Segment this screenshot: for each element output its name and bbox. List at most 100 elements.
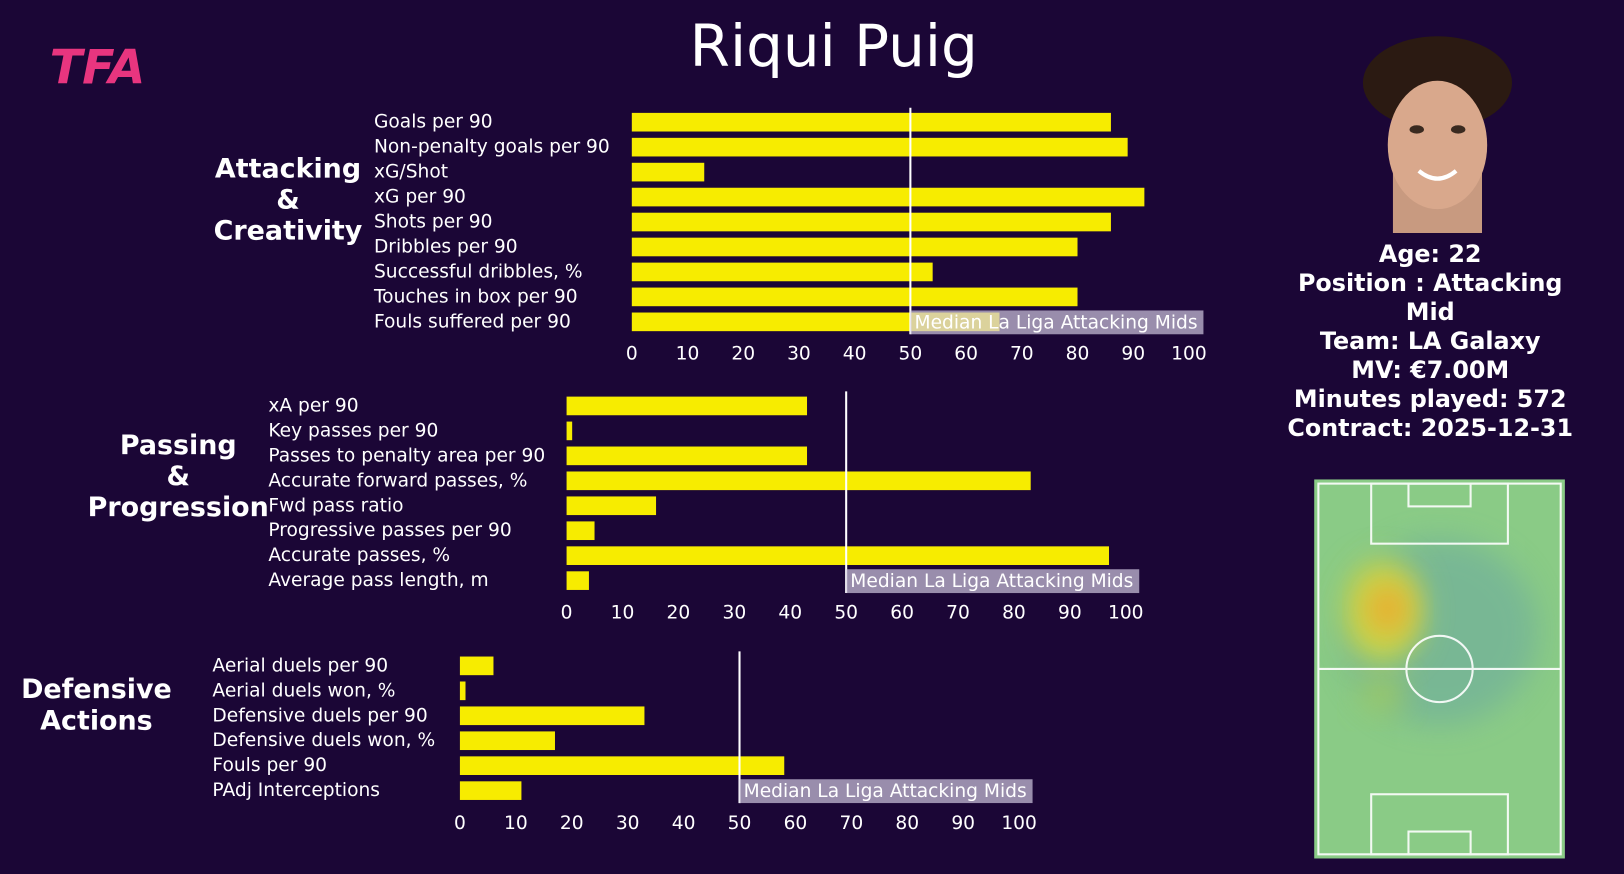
x-tick-label: 30: [787, 344, 811, 365]
median-label-box: [910, 310, 1204, 335]
bar: [631, 212, 1111, 232]
bar: [631, 312, 1000, 332]
bar: [566, 571, 589, 590]
category-label: Goals per 90: [374, 112, 493, 133]
x-tick-label: 100: [1171, 344, 1207, 365]
group-label: Actions: [40, 705, 153, 736]
x-tick-label: 0: [626, 344, 638, 365]
category-label: Successful dribbles, %: [374, 261, 583, 282]
category-label: Touches in box per 90: [373, 286, 578, 307]
category-label: Average pass length, m: [268, 570, 488, 591]
category-label: PAdj Interceptions: [212, 780, 380, 801]
category-label: xA per 90: [268, 395, 358, 416]
info-line: Position : Attacking Mid: [1297, 270, 1563, 327]
category-label: Defensive duels won, %: [212, 730, 435, 751]
bar: [566, 446, 808, 466]
x-tick-label: 70: [1010, 344, 1034, 365]
heatmap: [1314, 479, 1565, 859]
group-label: Progression: [88, 492, 269, 523]
bar: [631, 187, 1145, 207]
info-line: Contract: 2025-12-31: [1287, 415, 1574, 443]
median-label-box: [739, 779, 1033, 804]
x-tick-label: 40: [778, 603, 802, 624]
category-label: Passes to penalty area per 90: [268, 445, 545, 466]
category-label: Aerial duels per 90: [212, 655, 388, 676]
bar: [631, 137, 1128, 157]
bar: [631, 112, 1111, 132]
x-tick-label: 100: [1001, 813, 1037, 834]
category-label: Fouls suffered per 90: [374, 311, 571, 332]
x-tick-label: 90: [1058, 603, 1082, 624]
median-label: Median La Liga Attacking Mids: [915, 312, 1198, 333]
info-line: MV: €7.00M: [1351, 357, 1510, 385]
title: Riqui Puig: [690, 12, 978, 80]
category-label: Accurate passes, %: [268, 545, 450, 566]
x-tick-label: 40: [843, 344, 867, 365]
x-tick-label: 0: [454, 813, 466, 834]
bar: [459, 731, 555, 751]
bar: [459, 706, 645, 726]
category-label: Key passes per 90: [268, 420, 438, 441]
category-label: Non-penalty goals per 90: [374, 137, 610, 158]
x-tick-label: 50: [899, 344, 923, 365]
category-label: Dribbles per 90: [374, 236, 518, 257]
category-label: xG per 90: [374, 187, 466, 208]
x-tick-label: 20: [731, 344, 755, 365]
x-tick-label: 30: [722, 603, 746, 624]
x-tick-label: 20: [560, 813, 584, 834]
x-tick-label: 10: [676, 344, 700, 365]
x-tick-label: 90: [1121, 344, 1145, 365]
category-label: Fwd pass ratio: [268, 495, 403, 516]
info-line: Team: LA Galaxy: [1319, 328, 1541, 356]
bar: [566, 421, 573, 441]
x-tick-label: 60: [784, 813, 808, 834]
logo: TFA: [50, 40, 146, 95]
x-tick-label: 60: [954, 344, 978, 365]
x-tick-label: 40: [672, 813, 696, 834]
player-photo: [1362, 36, 1513, 233]
x-tick-label: 70: [946, 603, 970, 624]
x-tick-label: 50: [728, 813, 752, 834]
x-tick-label: 10: [504, 813, 528, 834]
x-tick-label: 100: [1108, 603, 1144, 624]
x-tick-label: 80: [1066, 344, 1090, 365]
median-label: Median La Liga Attacking Mids: [850, 571, 1133, 592]
x-tick-label: 80: [1002, 603, 1026, 624]
x-tick-label: 60: [890, 603, 914, 624]
x-tick-label: 30: [616, 813, 640, 834]
bar: [566, 396, 808, 416]
group-label: &: [276, 184, 299, 215]
x-tick-label: 90: [951, 813, 975, 834]
info-line: Age: 22: [1378, 241, 1482, 269]
bar: [631, 237, 1078, 257]
category-label: Aerial duels won, %: [212, 680, 395, 701]
bar: [566, 546, 1109, 565]
category-label: Fouls per 90: [212, 755, 327, 776]
info-line: Minutes played: 572: [1293, 386, 1567, 414]
x-tick-label: 70: [839, 813, 863, 834]
group-label: &: [167, 461, 190, 492]
category-label: Progressive passes per 90: [268, 520, 511, 541]
bar: [631, 287, 1078, 307]
x-tick-label: 80: [895, 813, 919, 834]
group-label: Creativity: [214, 215, 363, 246]
category-label: xG/Shot: [374, 162, 448, 183]
x-tick-label: 0: [561, 603, 573, 624]
bar: [566, 471, 1031, 491]
group-label: Attacking: [215, 153, 361, 184]
bar: [631, 262, 933, 282]
category-label: Defensive duels per 90: [212, 705, 427, 726]
bar: [631, 162, 705, 182]
info-list: Age: 22 Position : Attacking Mid Team: LA …: [1275, 240, 1586, 443]
x-tick-label: 10: [611, 603, 635, 624]
bar: [566, 521, 595, 541]
bar: [459, 756, 785, 776]
bar: [459, 681, 466, 701]
x-tick-label: 50: [834, 603, 858, 624]
x-tick-label: 20: [667, 603, 691, 624]
median-label: Median La Liga Attacking Mids: [744, 781, 1027, 802]
median-label-box: [846, 569, 1140, 594]
